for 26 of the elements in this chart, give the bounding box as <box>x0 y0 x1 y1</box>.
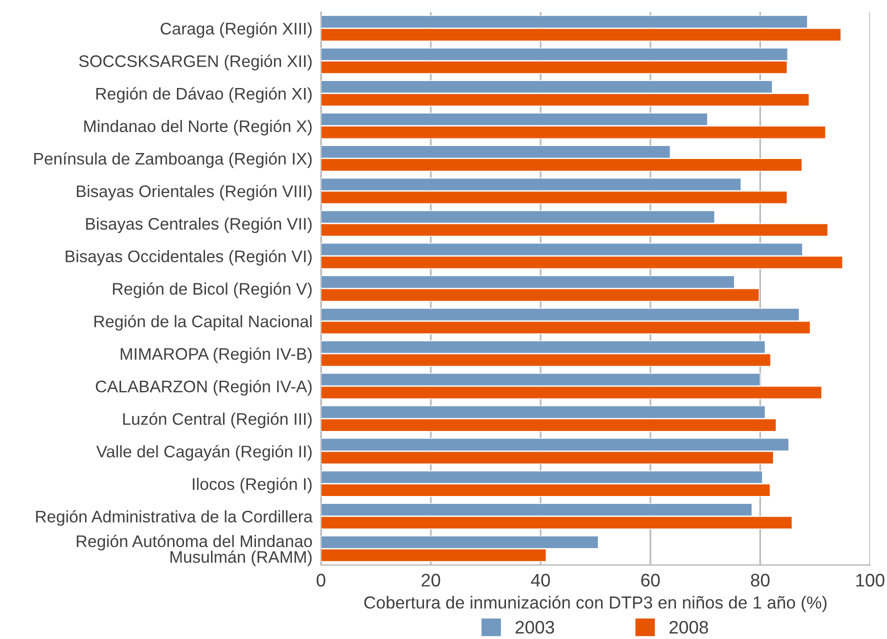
x-tick-label: 0 <box>316 574 326 587</box>
x-tick-label: 80 <box>750 574 770 587</box>
y-tick-label: MIMAROPA (Región IV-B) <box>120 347 312 364</box>
y-tick-label: Región Administrativa de la Cordillera <box>36 510 313 526</box>
legend-label: 2008 <box>670 620 708 634</box>
y-tick-label: SOCCSKSARGEN (Región XII) <box>79 54 312 70</box>
y-tick-label: Valle del Cagayán (Región II) <box>96 445 312 461</box>
y-tick-label: Península de Zamboanga (Región IX) <box>34 152 312 168</box>
y-tick-label: Región de la Capital Nacional <box>94 314 312 331</box>
y-tick-label: Ilocos (Región I) <box>192 478 312 494</box>
x-tick-label: 100 <box>856 574 884 587</box>
x-tick-label: 40 <box>530 574 550 587</box>
x-tick-label: 20 <box>422 574 440 587</box>
y-tick-label: Bisayas Occidentales (Región VI) <box>66 250 312 266</box>
y-tick-label: CALABARZON (Región IV-A) <box>96 380 312 396</box>
y-tick-label: Bisayas Orientales (Región VIII) <box>76 184 312 201</box>
y-tick-label: Caraga (Región XIII) <box>160 22 312 38</box>
x-tick-label: 60 <box>641 574 660 587</box>
legend-label: 2003 <box>516 620 554 634</box>
y-tick-label: Región de Dávao (Región XI) <box>96 87 312 103</box>
x-axis-title: Cobertura de inmunización con DTP3 en niños de 1 año (%) <box>364 596 827 612</box>
y-tick-label: Luzón Central (Región III) <box>123 412 312 428</box>
y-tick-label: Región Autónoma del Mindanao Musulmán (RAMM) <box>76 534 312 566</box>
y-tick-label: Bisayas Centrales (Región VII) <box>86 217 312 234</box>
y-tick-label: Mindanao del Norte (Región X) <box>84 120 312 136</box>
y-tick-label: Región de Bicol (Región V) <box>113 282 312 298</box>
